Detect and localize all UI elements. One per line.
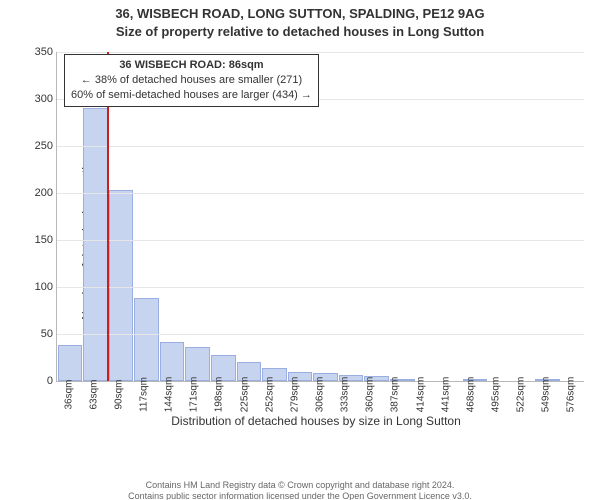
chart-container: { "title": "36, WISBECH ROAD, LONG SUTTO… xyxy=(0,6,600,500)
x-tick-label: 414sqm xyxy=(415,377,426,413)
gridline xyxy=(57,146,584,147)
plot-wrap: Number of detached properties 0501001502… xyxy=(48,52,584,422)
x-tick-label: 387sqm xyxy=(390,377,401,413)
attribution-footer: Contains HM Land Registry data © Crown c… xyxy=(0,480,600,500)
y-tick-label: 150 xyxy=(25,234,53,246)
x-axis-label: Distribution of detached houses by size … xyxy=(48,414,584,428)
callout-box: 36 WISBECH ROAD: 86sqm ← 38% of detached… xyxy=(64,54,319,107)
x-tick-label: 333sqm xyxy=(340,377,351,413)
x-tick-label: 252sqm xyxy=(264,377,275,413)
page-subtitle: Size of property relative to detached ho… xyxy=(0,24,600,40)
callout-title: 36 WISBECH ROAD: 86sqm xyxy=(71,58,312,73)
x-tick-label: 117sqm xyxy=(138,377,149,412)
x-tick-label: 360sqm xyxy=(365,377,376,413)
x-tick-label: 144sqm xyxy=(164,377,175,413)
page-title: 36, WISBECH ROAD, LONG SUTTON, SPALDING,… xyxy=(0,6,600,22)
y-tick-label: 100 xyxy=(25,281,53,293)
histogram-bar xyxy=(58,345,83,381)
footer-line1: Contains HM Land Registry data © Crown c… xyxy=(0,480,600,491)
x-tick-label: 576sqm xyxy=(566,377,577,413)
histogram-bar xyxy=(83,108,108,381)
x-tick-label: 198sqm xyxy=(214,377,225,413)
x-tick-label: 279sqm xyxy=(289,377,300,413)
y-tick-label: 350 xyxy=(25,46,53,58)
y-tick-label: 300 xyxy=(25,93,53,105)
callout-line1: ← 38% of detached houses are smaller (27… xyxy=(71,73,312,88)
x-tick-label: 522sqm xyxy=(516,377,527,413)
histogram-bar xyxy=(109,190,134,381)
x-tick-label: 90sqm xyxy=(113,379,124,409)
histogram-bar xyxy=(134,298,159,381)
gridline xyxy=(57,240,584,241)
gridline xyxy=(57,287,584,288)
x-tick-label: 441sqm xyxy=(440,377,451,413)
y-tick-label: 250 xyxy=(25,140,53,152)
x-tick-label: 36sqm xyxy=(63,379,74,409)
x-tick-label: 549sqm xyxy=(541,377,552,413)
y-tick-label: 0 xyxy=(25,375,53,387)
x-tick-label: 171sqm xyxy=(189,377,200,413)
y-tick-label: 200 xyxy=(25,187,53,199)
y-tick-label: 50 xyxy=(25,328,53,340)
x-tick-label: 495sqm xyxy=(490,377,501,413)
x-tick-label: 225sqm xyxy=(239,377,250,413)
callout-line2: 60% of semi-detached houses are larger (… xyxy=(71,88,312,103)
gridline xyxy=(57,334,584,335)
gridline xyxy=(57,193,584,194)
histogram-bar xyxy=(160,342,185,381)
footer-line2: Contains public sector information licen… xyxy=(0,491,600,500)
x-tick-label: 63sqm xyxy=(88,379,99,409)
x-tick-label: 306sqm xyxy=(314,377,325,413)
x-tick-label: 468sqm xyxy=(465,377,476,413)
gridline xyxy=(57,52,584,53)
